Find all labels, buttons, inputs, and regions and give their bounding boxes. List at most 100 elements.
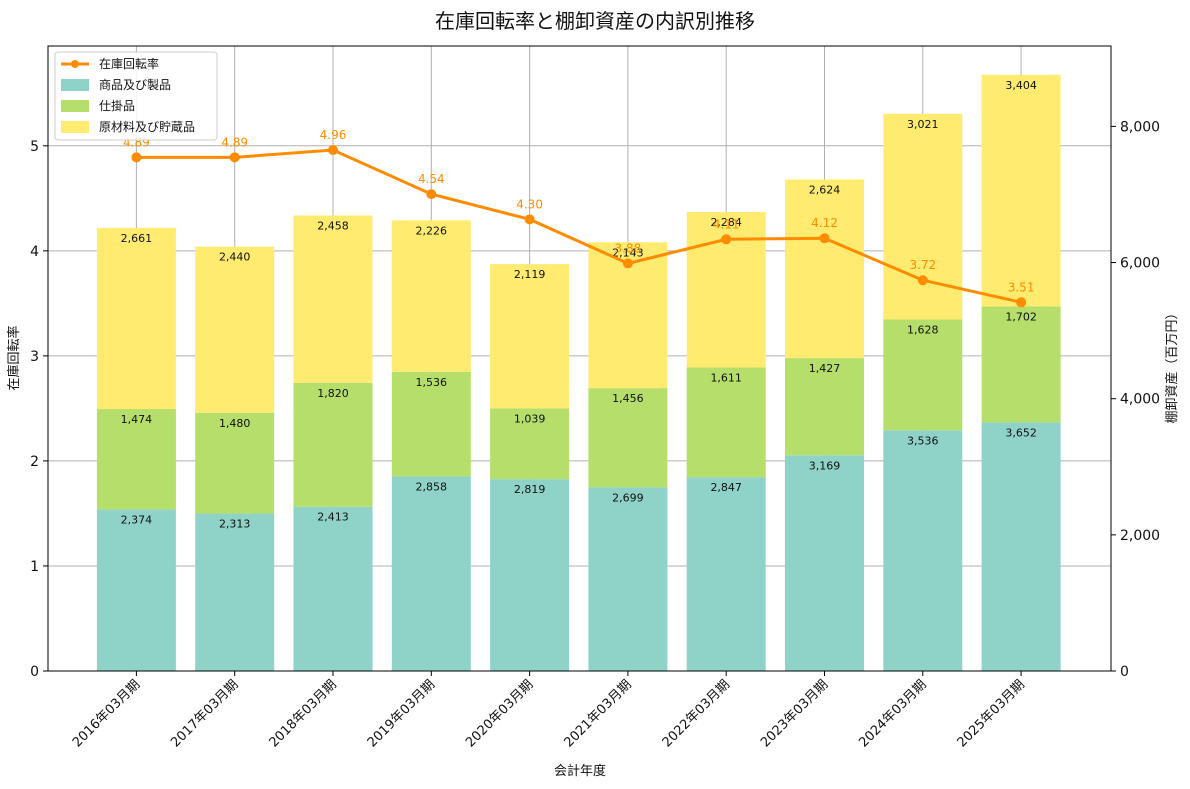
bar-3-1 <box>96 227 176 410</box>
bar-3-2 <box>195 246 275 413</box>
chart-title: 在庫回転率と棚卸資産の内訳別推移 <box>435 9 755 33</box>
turnover-point <box>721 234 732 245</box>
turnover-value-label: 4.30 <box>516 197 543 211</box>
bar-value-label: 1,456 <box>612 392 644 405</box>
bar-value-label: 2,226 <box>416 224 448 237</box>
legend-box <box>54 51 218 141</box>
turnover-point <box>524 214 535 225</box>
x-tick-label: 2017年03月期 <box>168 677 241 750</box>
bar-value-label: 2,819 <box>514 483 546 496</box>
turnover-point <box>917 275 928 286</box>
bar-value-label: 2,661 <box>121 232 153 245</box>
bar-value-label: 1,611 <box>710 372 742 385</box>
turnover-point <box>426 189 437 200</box>
turnover-point <box>131 152 142 163</box>
y-axis-left-title: 在庫回転率 <box>6 325 22 390</box>
x-tick-label: 2018年03月期 <box>267 677 340 750</box>
x-tick-label: 2025年03月期 <box>955 677 1028 750</box>
bar-2-10 <box>981 306 1061 423</box>
bar-2-3 <box>293 382 373 507</box>
bar-1-5 <box>490 479 570 671</box>
bar-value-label: 2,143 <box>612 246 644 259</box>
bar-value-label: 1,536 <box>416 376 448 389</box>
bar-value-label: 1,427 <box>809 362 841 375</box>
bar-1-6 <box>588 487 668 671</box>
bar-1-1 <box>96 509 176 671</box>
bar-2-9 <box>883 319 963 431</box>
x-tick-label: 2022年03月期 <box>660 677 733 750</box>
turnover-value-label: 4.11 <box>713 217 740 231</box>
legend-label: 原材料及び貯蔵品 <box>99 120 195 134</box>
legend-swatch <box>61 79 89 91</box>
bar-value-label: 2,284 <box>710 216 742 229</box>
y-left-tick-label: 1 <box>30 559 39 575</box>
bar-value-label: 1,474 <box>121 413 153 426</box>
bar-3-8 <box>785 179 864 359</box>
y-right-tick-label: 6,000 <box>1120 256 1160 272</box>
bar-value-label: 3,169 <box>809 459 841 472</box>
y-right-tick-label: 2,000 <box>1120 528 1160 544</box>
plot-frame <box>47 45 1112 672</box>
bar-label-layer: 2,374 2,313 2,413 2,858 2,819 2,699 2,847 3,169… <box>121 79 1037 531</box>
bar-1-9 <box>883 430 963 671</box>
bar-value-label: 1,702 <box>1005 311 1037 324</box>
turnover-line <box>136 148 1022 304</box>
x-tick-label: 2023年03月期 <box>758 677 831 750</box>
bar-1-3 <box>293 506 373 671</box>
turnover-point <box>328 144 338 155</box>
y-left-tick-label: 5 <box>30 139 39 155</box>
bar-value-label: 3,536 <box>907 434 939 447</box>
bar-value-label: 2,374 <box>121 513 153 526</box>
y-left-tick-label: 3 <box>30 349 39 365</box>
turnover-value-label: 3.88 <box>615 241 642 255</box>
bar-value-label: 2,847 <box>710 481 742 494</box>
bar-value-label: 2,119 <box>514 268 546 281</box>
bar-3-4 <box>391 220 471 372</box>
bar-value-label: 2,440 <box>219 251 251 264</box>
bar-value-label: 1,480 <box>219 417 251 430</box>
y-right-tick-label: 0 <box>1120 664 1129 680</box>
line-layer: 4.89 4.894.964.544.303.884.11 4.123.723.51 <box>123 128 1034 308</box>
legend-swatch <box>61 100 89 112</box>
y-axis-right-title: 棚卸資産（百万円） <box>1164 306 1180 423</box>
y-right-tick-label: 8,000 <box>1120 119 1160 135</box>
bar-value-label: 2,458 <box>317 220 349 233</box>
turnover-value-label: 4.89 <box>221 135 248 149</box>
bar-1-7 <box>686 477 766 671</box>
bar-2-1 <box>96 409 176 510</box>
legend-label: 商品及び製品 <box>99 77 171 92</box>
bar-3-10 <box>981 74 1061 307</box>
x-tick-label: 2020年03月期 <box>463 677 536 750</box>
x-tick-label: 2021年03月期 <box>561 677 634 750</box>
turnover-point <box>229 152 240 163</box>
bar-1-4 <box>391 476 471 671</box>
bar-2-5 <box>490 408 570 480</box>
bar-layer <box>96 74 1061 671</box>
turnover-value-label: 4.12 <box>811 216 838 230</box>
legend-label: 在庫回転率 <box>99 56 159 71</box>
bar-value-label: 2,624 <box>809 183 841 196</box>
bar-value-label: 2,313 <box>219 518 251 531</box>
bar-2-7 <box>686 367 766 478</box>
turnover-value-label: 3.72 <box>909 258 936 272</box>
bar-2-4 <box>391 371 471 477</box>
bar-2-6 <box>588 388 668 488</box>
bar-3-9 <box>883 113 963 320</box>
bar-1-10 <box>981 422 1061 671</box>
bar-value-label: 1,820 <box>317 387 349 400</box>
x-tick-label: 2024年03月期 <box>856 677 929 750</box>
turnover-point <box>819 233 830 244</box>
bar-value-label: 1,039 <box>514 412 546 425</box>
x-axis-title: 会計年度 <box>554 763 606 779</box>
bar-3-3 <box>293 215 373 383</box>
turnover-point <box>622 258 633 269</box>
bar-value-label: 2,858 <box>416 480 448 493</box>
turnover-value-label: 4.96 <box>320 128 347 142</box>
bar-value-label: 2,413 <box>317 511 349 524</box>
turnover-point <box>1016 297 1027 308</box>
bar-value-label: 3,404 <box>1005 79 1037 92</box>
x-tick-label: 2016年03月期 <box>70 677 143 750</box>
bar-1-2 <box>195 513 275 671</box>
bar-value-label: 3,021 <box>907 118 939 131</box>
